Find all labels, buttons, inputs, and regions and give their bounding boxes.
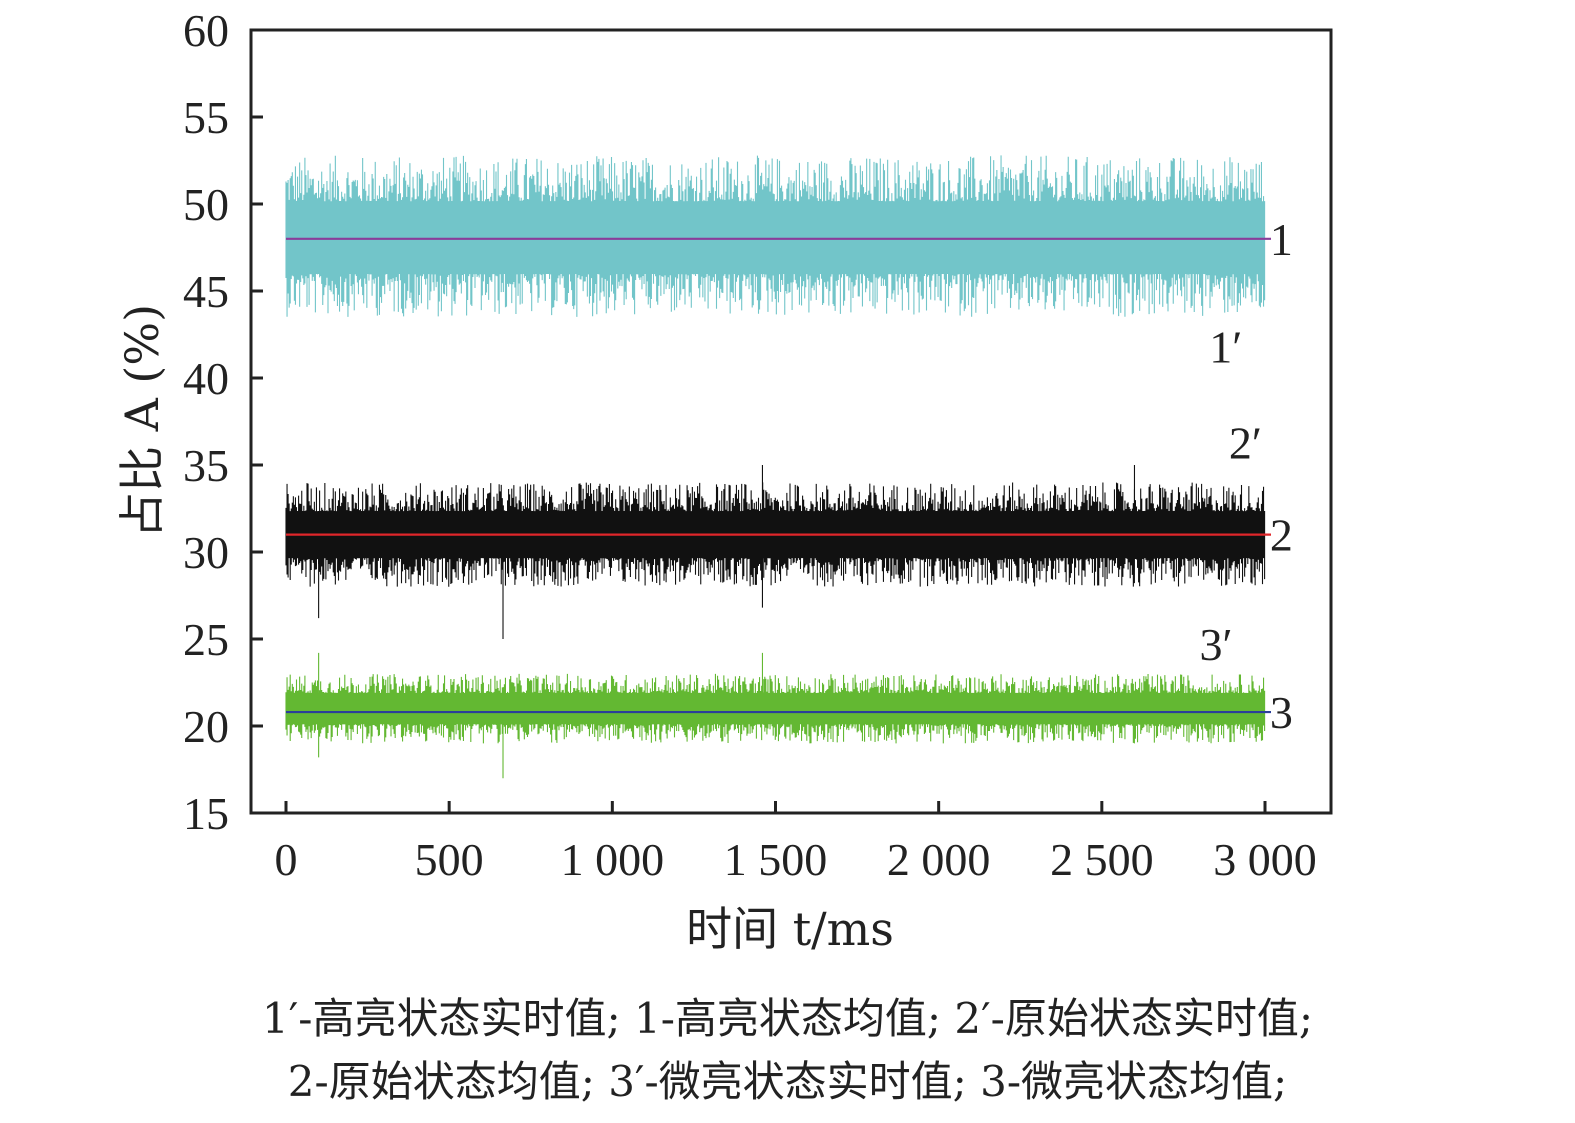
x-tick-label: 1 000: [561, 834, 665, 885]
ticks-layer: 15 20 25 30 35 40 45 50 55 60 0 500 1 000 1 500 2 000 2…: [183, 5, 1317, 885]
x-axis-title: 时间 t/ms: [686, 902, 894, 956]
y-tick-label: 45: [183, 266, 229, 317]
y-tick-label: 60: [183, 5, 229, 56]
plot-layer: [285, 155, 1271, 779]
caption-line-1: 1′-高亮状态实时值; 1-高亮状态均值; 2′-原始状态实时值;: [262, 994, 1313, 1043]
y-tick-label: 30: [183, 527, 229, 578]
y-tick-label: 50: [183, 179, 229, 230]
series-3prime-realtime: [285, 652, 1266, 779]
series-label-2: 2: [1270, 510, 1293, 561]
y-axis-title: 占比 A (%): [115, 304, 169, 538]
x-tick-label: 2 000: [887, 834, 991, 885]
x-tick-label: 2 500: [1050, 834, 1154, 885]
series-label-1prime: 1′: [1209, 322, 1242, 373]
labels-layer: 1 1′ 2′2 3′ 3: [1200, 214, 1293, 738]
series-label-3: 3: [1270, 687, 1293, 738]
y-tick-label: 55: [183, 92, 229, 143]
y-tick-label: 25: [183, 614, 229, 665]
y-tick-label: 15: [183, 788, 229, 839]
series-label-3prime: 3′: [1200, 619, 1233, 670]
y-tick-label: 35: [183, 440, 229, 491]
plot-frame: [249, 28, 1333, 815]
x-tick-label: 3 000: [1213, 834, 1317, 885]
x-tick-label: 1 500: [724, 834, 828, 885]
series-1prime-realtime: [285, 155, 1266, 317]
x-tick-label: 500: [415, 834, 484, 885]
series-label-2prime: 2′: [1229, 417, 1262, 468]
caption-line-2: 2-原始状态均值; 3′-微亮状态实时值; 3-微亮状态均值;: [287, 1057, 1288, 1106]
y-tick-label: 20: [183, 701, 229, 752]
y-tick-label: 40: [183, 353, 229, 404]
x-tick-label: 0: [275, 834, 298, 885]
series-label-1: 1: [1270, 214, 1293, 265]
chart: 15 20 25 30 35 40 45 50 55 60 0 500 1 000 1 500 2 000 2…: [115, 5, 1333, 956]
series-2prime-realtime: [285, 465, 1266, 639]
